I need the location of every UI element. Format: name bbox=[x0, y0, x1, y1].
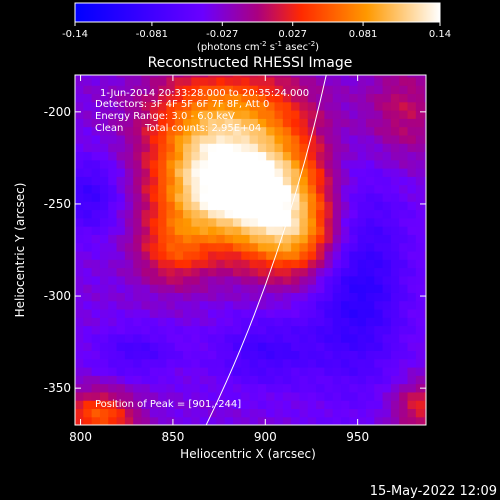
footer-date: 15-May-2022 12:09 bbox=[370, 484, 497, 499]
colorbar-tick-label: 0.081 bbox=[349, 29, 378, 40]
y-tick-label: -300 bbox=[44, 289, 71, 303]
colorbar-unit-label: (photons cm-2 s-1 asec-2) bbox=[197, 40, 319, 53]
y-axis-ticks: -200 -250 -300 -350 bbox=[44, 105, 426, 395]
annotation-detectors: Detectors: 3F 4F 5F 6F 7F 8F, Att 0 bbox=[95, 99, 269, 110]
annotation-time-range: 1-Jun-2014 20:33:28.000 to 20:35:24.000 bbox=[100, 88, 309, 99]
y-axis-label: Heliocentric Y (arcsec) bbox=[13, 183, 27, 318]
annotation-total-counts: Total counts: 2.95E+04 bbox=[144, 123, 261, 134]
x-axis-label: Heliocentric X (arcsec) bbox=[180, 447, 316, 461]
x-tick-label: 900 bbox=[254, 430, 277, 444]
colorbar-tick-label: -0.14 bbox=[62, 29, 88, 40]
colorbar-tick-label: -0.081 bbox=[136, 29, 168, 40]
chart-title: Reconstructed RHESSI Image bbox=[148, 55, 353, 71]
y-tick-label: -250 bbox=[44, 197, 71, 211]
x-axis-ticks: 800 850 900 950 bbox=[69, 75, 369, 444]
colorbar-ticks: -0.14 -0.081 -0.027 0.027 0.081 0.14 bbox=[62, 22, 451, 40]
colorbar-tick-label: 0.14 bbox=[429, 29, 451, 40]
peak-marker bbox=[264, 190, 270, 196]
plot-frame bbox=[74, 74, 427, 426]
image-heatmap bbox=[75, 75, 426, 425]
colorbar bbox=[74, 2, 441, 23]
annotation-clean: Clean bbox=[95, 123, 123, 134]
colorbar-tick-label: 0.027 bbox=[278, 29, 307, 40]
y-tick-label: -200 bbox=[44, 105, 71, 119]
x-tick-label: 800 bbox=[69, 430, 92, 444]
peak-position-label: Position of Peak = [901,-244] bbox=[95, 399, 241, 410]
annotation-energy-range: Energy Range: 3.0 - 6.0 keV bbox=[95, 111, 235, 122]
x-tick-label: 950 bbox=[346, 430, 369, 444]
colorbar-tick-label: -0.027 bbox=[206, 29, 238, 40]
solar-limb-curve bbox=[205, 75, 327, 425]
x-tick-label: 850 bbox=[161, 430, 184, 444]
y-tick-label: -350 bbox=[44, 381, 71, 395]
